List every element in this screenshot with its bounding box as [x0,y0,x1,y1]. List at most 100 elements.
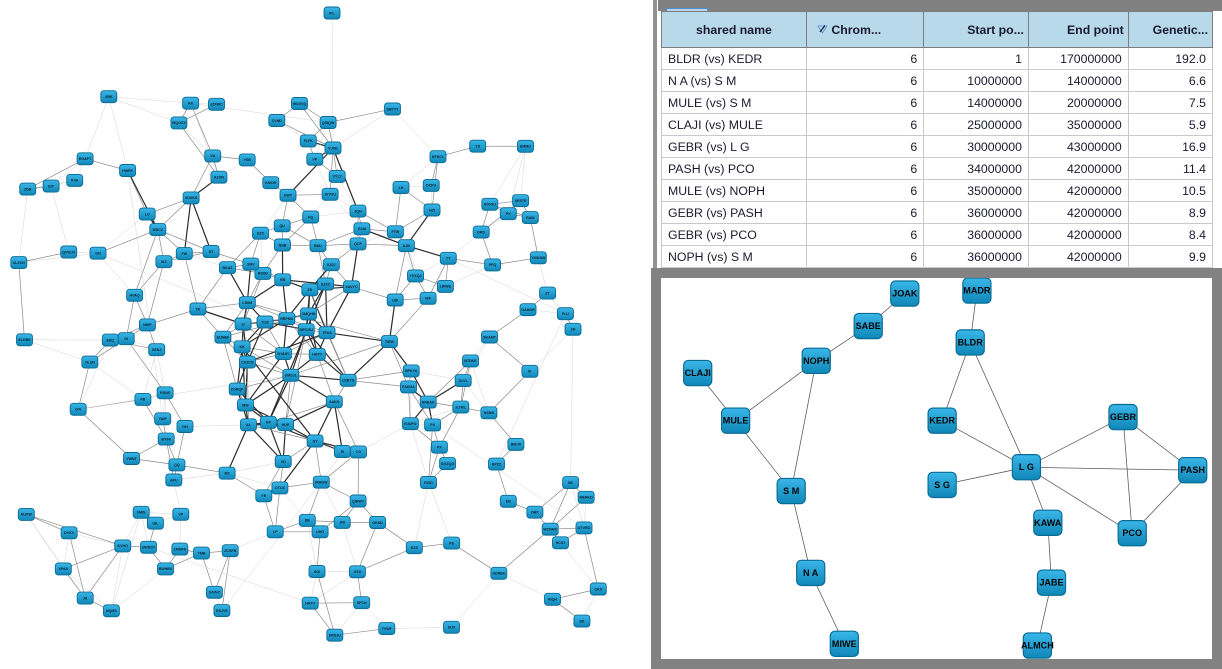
svg-text:EUMEF: EUMEF [217,335,230,339]
svg-text:CLZCN: CLZCN [13,261,26,265]
svg-text:RKAZ: RKAZ [223,266,234,270]
svg-text:ZDB: ZDB [24,187,32,191]
svg-text:JQH: JQH [354,209,362,213]
svg-text:VWNT: VWNT [126,457,137,461]
svg-text:BUU: BUU [314,244,322,248]
svg-text:MIWE: MIWE [832,639,857,649]
svg-text:OZC: OZC [257,231,265,235]
svg-text:PCO: PCO [1122,528,1142,538]
svg-text:RIQH: RIQH [548,598,557,602]
svg-text:GGZQG: GGZQG [441,462,455,466]
svg-text:MW: MW [242,403,249,407]
svg-text:FLU: FLU [562,312,569,316]
svg-text:EB: EB [506,500,511,504]
svg-text:GI: GI [124,337,128,341]
svg-text:ZGRQF: ZGRQF [231,387,244,391]
svg-text:FLFK: FLFK [304,139,314,143]
svg-text:VYLY: VYLY [333,175,343,179]
svg-text:IKZ: IKZ [161,260,168,264]
svg-text:TIEW: TIEW [385,340,395,344]
svg-text:CMQHN: CMQHN [302,312,316,316]
svg-text:MADR: MADR [963,286,991,296]
svg-text:ZMGFS: ZMGFS [174,547,187,551]
svg-text:DYKV: DYKV [64,531,75,535]
svg-text:EGAPT: EGAPT [79,157,92,161]
svg-text:PX: PX [437,445,442,449]
svg-text:DCPU: DCPU [426,184,437,188]
svg-text:WSCZ: WSCZ [153,228,164,232]
svg-text:ZH: ZH [571,328,576,332]
svg-text:QQ: QQ [174,463,180,467]
svg-text:IUOJ: IUOJ [327,263,335,267]
svg-text:YAIP: YAIP [159,417,168,421]
svg-text:CLAJI: CLAJI [685,368,711,378]
svg-text:LDIIM: LDIIM [242,301,252,305]
svg-text:EI: EI [341,450,344,454]
svg-text:EMMO: EMMO [520,145,531,149]
svg-text:OSU: OSU [354,570,362,574]
svg-text:VD: VD [281,460,286,464]
svg-text:BYIHI: BYIHI [161,437,171,441]
svg-text:CKX: CKX [595,587,603,591]
svg-text:BWJV: BWJV [511,443,522,447]
svg-text:HKFV: HKFV [305,601,315,605]
svg-text:KVHO: KVHO [118,544,129,548]
svg-text:MULE: MULE [723,416,749,426]
svg-text:SNV: SNV [247,262,255,266]
svg-text:RPZZ: RPZZ [492,462,502,466]
svg-text:AJN: AJN [403,244,411,248]
svg-text:JABE: JABE [1039,578,1063,588]
svg-text:XESTE: XESTE [515,199,527,203]
svg-text:DB: DB [305,519,311,523]
svg-text:YWKNW: YWKNW [531,256,546,260]
svg-text:VJXK: VJXK [328,146,338,150]
svg-text:S M: S M [783,486,799,496]
svg-text:MERKD: MERKD [580,496,594,500]
svg-text:KAWA: KAWA [1034,518,1062,528]
svg-text:GYI: GYI [75,408,81,412]
svg-text:ELDBE: ELDBE [18,338,31,342]
svg-text:RSNS: RSNS [160,391,171,395]
svg-text:HNEAK: HNEAK [422,400,435,404]
svg-text:DT: DT [209,250,215,254]
svg-text:TVWF: TVWF [382,627,393,631]
svg-text:CXZCD: CXZCD [241,360,254,364]
svg-text:XAVYC: XAVYC [345,285,358,289]
svg-text:HZI: HZI [429,208,435,212]
svg-text:LH: LH [399,186,404,190]
svg-text:OLUN: OLUN [85,360,96,364]
svg-text:YSB: YSB [244,158,252,162]
svg-text:VDXKS: VDXKS [185,196,198,200]
svg-text:PB: PB [140,398,145,402]
svg-text:NWP: NWP [143,323,152,327]
svg-text:HUE: HUE [282,423,290,427]
svg-text:QIHWY: QIHWY [352,499,365,503]
svg-text:PFQ: PFQ [489,263,497,267]
svg-text:NQMS: NQMS [106,609,117,613]
svg-text:PX: PX [430,423,435,427]
svg-text:NSNB: NSNB [484,411,495,415]
svg-text:EIY: EIY [48,184,54,188]
svg-text:DY: DY [313,439,319,443]
svg-text:GJAI: GJAI [358,227,366,231]
svg-text:VA: VA [210,154,215,158]
svg-text:BLDR: BLDR [958,337,984,347]
svg-text:UTVRD: UTVRD [578,526,591,530]
svg-text:ZS: ZS [308,288,313,292]
svg-text:ESQ: ESQ [107,338,115,342]
svg-text:DSJVE: DSJVE [216,609,228,613]
svg-text:DBTTY: DBTTY [387,107,400,111]
svg-text:S G: S G [934,480,950,490]
svg-text:QIDQW: QIDQW [322,121,335,125]
svg-text:BTDKE: BTDKE [464,359,477,363]
svg-text:UWDDT: UWDDT [142,546,156,550]
svg-text:SOI: SOI [314,570,320,574]
svg-text:DDREK: DDREK [492,572,505,576]
svg-text:SENJ: SENJ [152,348,161,352]
svg-text:RB: RB [280,278,286,282]
svg-text:DRX: DRX [531,510,539,514]
svg-text:CVND: CVND [272,119,283,123]
svg-text:PX: PX [506,212,511,216]
svg-text:SD: SD [579,619,584,623]
svg-text:FW: FW [182,252,188,256]
